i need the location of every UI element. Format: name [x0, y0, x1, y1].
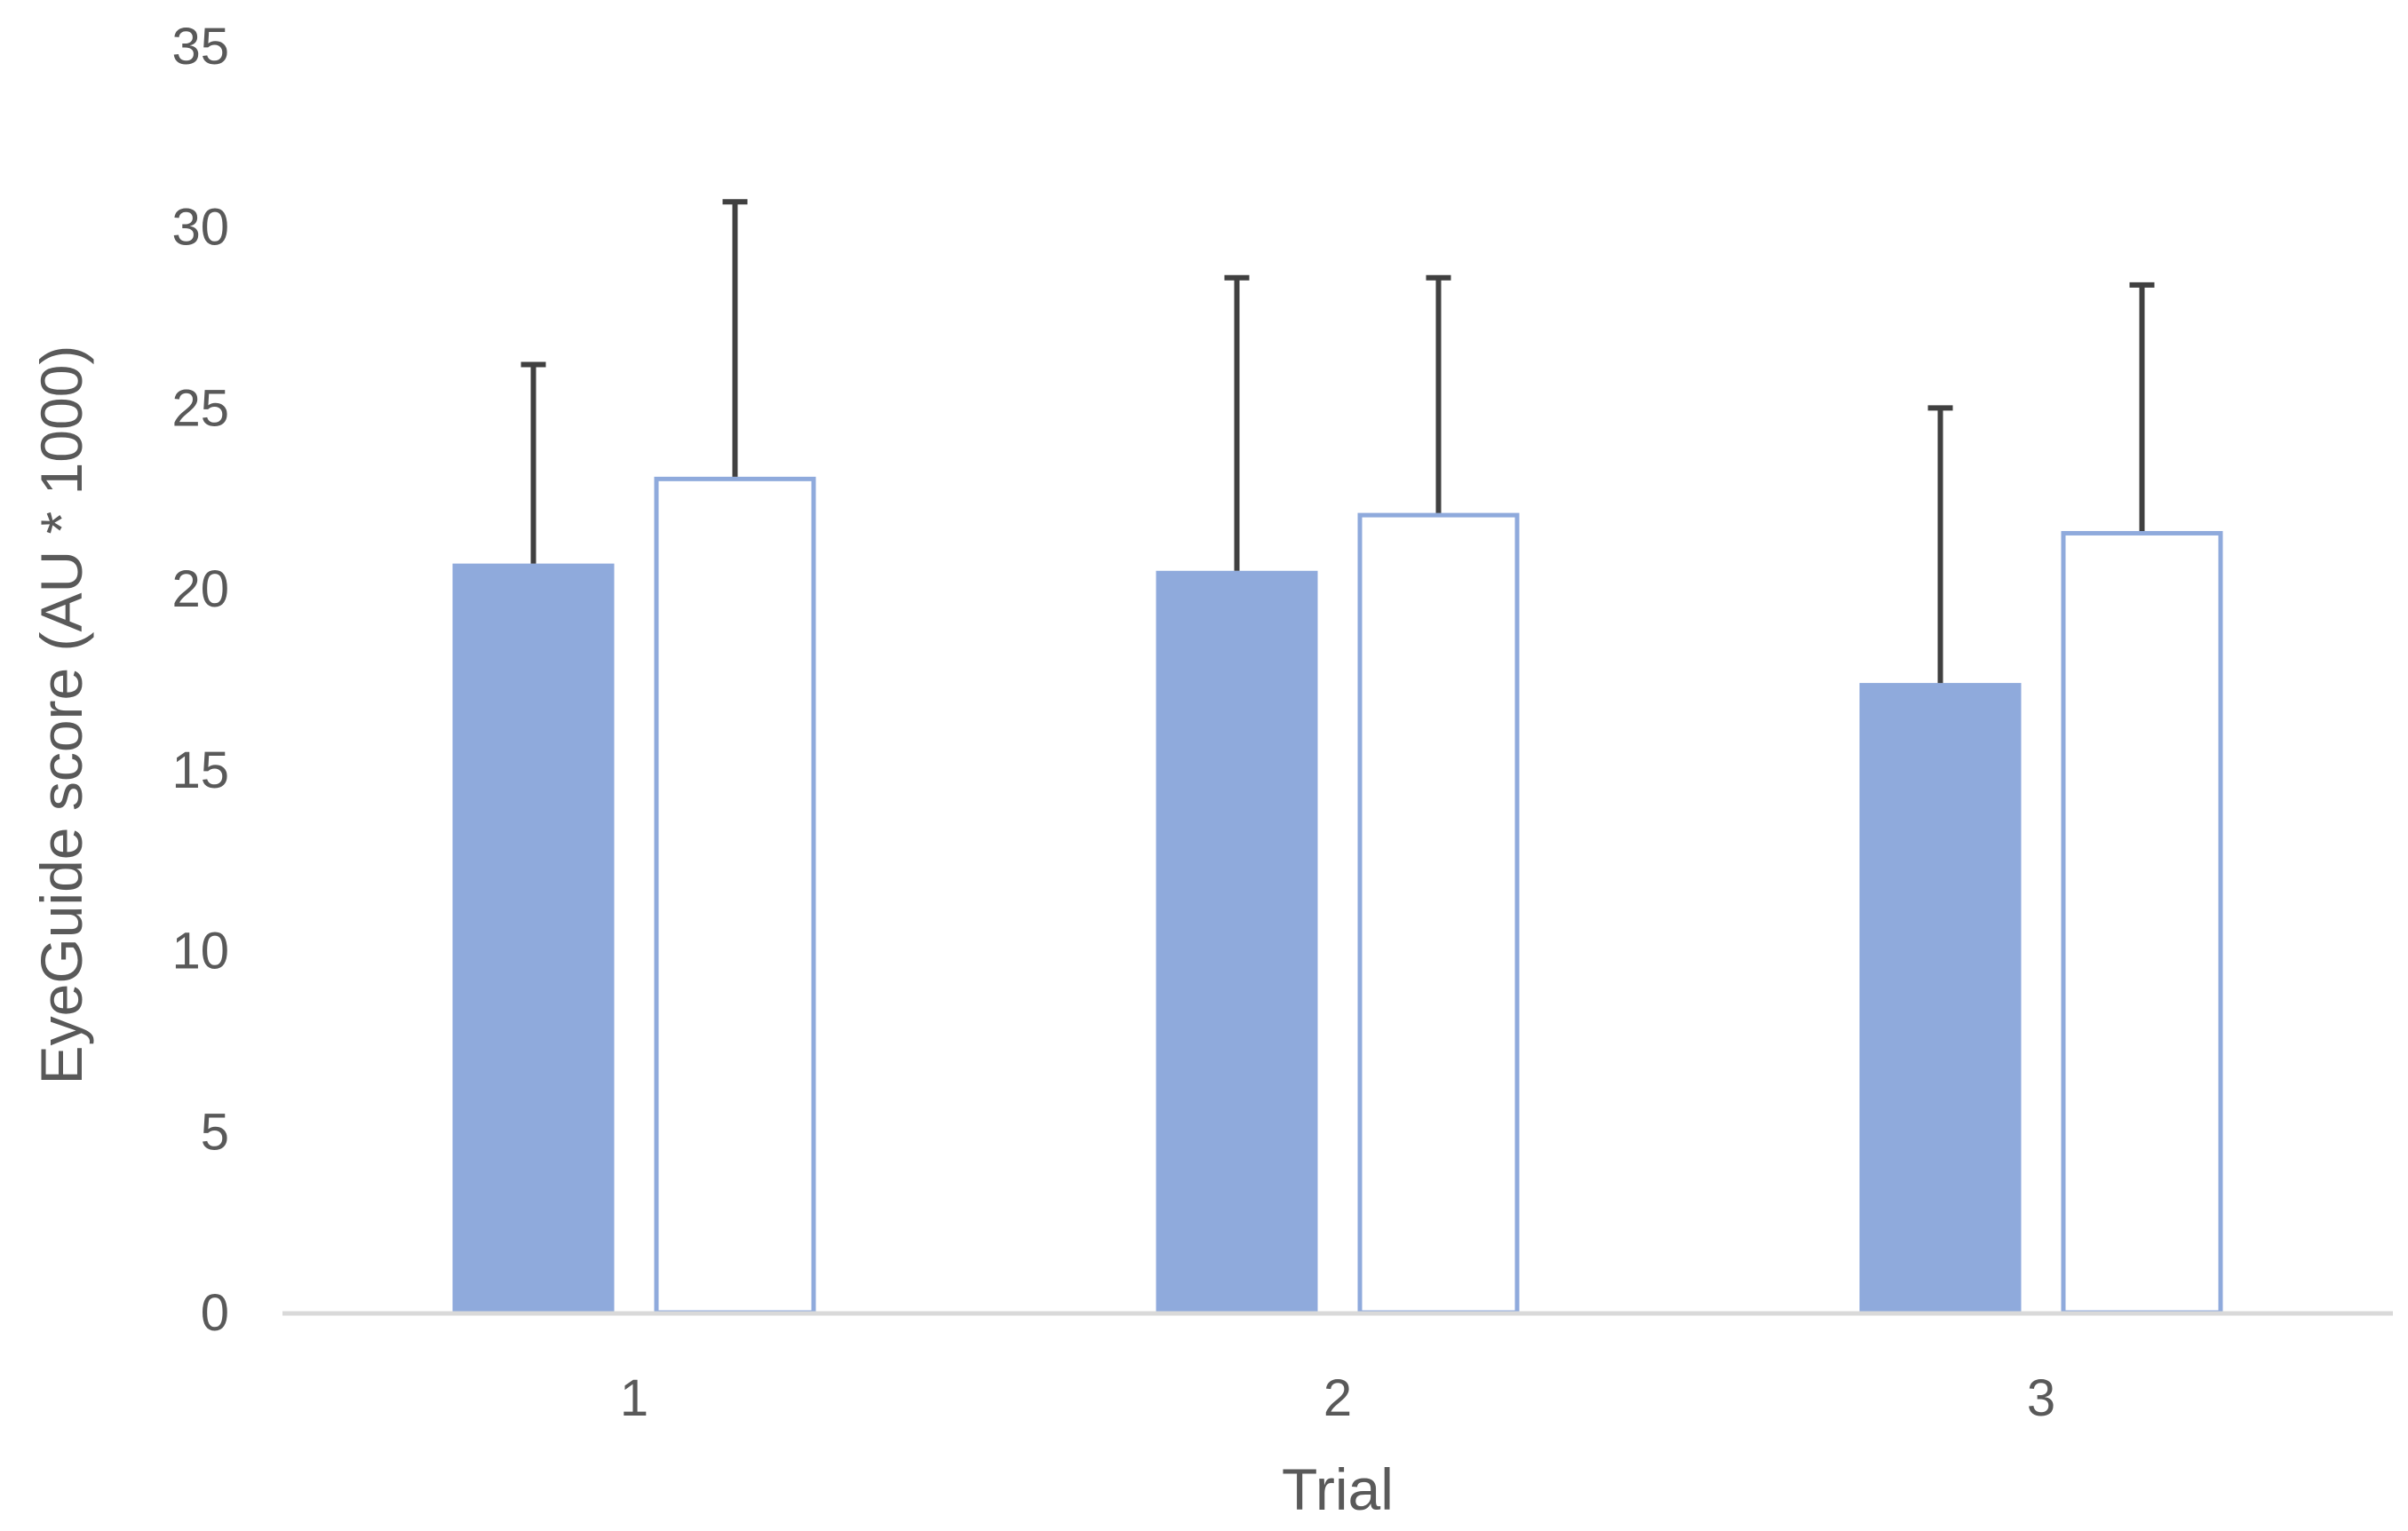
x-axis-ticks: 1 2 3	[620, 1369, 2055, 1427]
x-tick-label: 2	[1323, 1369, 1352, 1427]
x-tick-label: 3	[2027, 1369, 2055, 1427]
bar-series2-trial-2	[1357, 512, 1520, 1315]
x-axis-title: Trial	[1282, 1456, 1394, 1522]
bars	[452, 476, 2223, 1315]
bar-series2-trial-1	[654, 476, 816, 1315]
error-bars	[521, 199, 2155, 684]
bar-series1-trial-2	[1156, 570, 1318, 1313]
y-tick-label: 25	[171, 379, 229, 437]
y-tick-label: 10	[171, 923, 229, 980]
x-tick-label: 1	[620, 1369, 648, 1427]
bar-series2-trial-3	[2061, 530, 2223, 1315]
bar-series1-trial-1	[452, 563, 615, 1313]
y-axis-title: EyeGuide score (AU * 1000)	[28, 345, 94, 1085]
y-tick-label: 15	[171, 742, 229, 799]
y-axis-ticks: 0 5 10 15 20 25 30 35	[171, 18, 229, 1342]
y-tick-label: 5	[201, 1103, 229, 1161]
y-tick-label: 20	[171, 560, 229, 618]
y-tick-label: 35	[171, 18, 229, 75]
y-tick-label: 30	[171, 199, 229, 257]
y-tick-label: 0	[201, 1284, 229, 1342]
bar-series1-trial-3	[1859, 683, 2022, 1313]
